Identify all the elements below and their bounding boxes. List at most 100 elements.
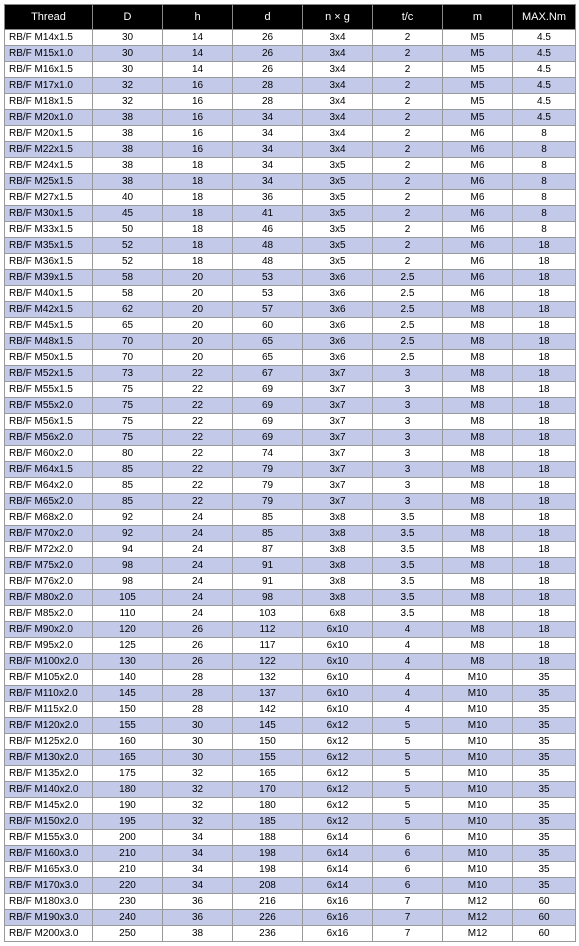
- cell-thread: RB/F M125x2.0: [5, 734, 93, 750]
- cell-value: 3x6: [303, 286, 373, 302]
- cell-value: 3x6: [303, 302, 373, 318]
- cell-value: 30: [163, 718, 233, 734]
- cell-value: 18: [513, 494, 576, 510]
- table-row: RB/F M18x1.53216283x42M54.5: [5, 94, 576, 110]
- cell-value: 3: [373, 398, 443, 414]
- cell-value: 5: [373, 782, 443, 798]
- cell-value: 3x5: [303, 174, 373, 190]
- cell-value: M10: [443, 878, 513, 894]
- cell-value: 38: [163, 926, 233, 942]
- cell-value: 216: [233, 894, 303, 910]
- cell-thread: RB/F M64x2.0: [5, 478, 93, 494]
- cell-thread: RB/F M95x2.0: [5, 638, 93, 654]
- cell-value: 18: [513, 302, 576, 318]
- cell-value: 165: [233, 766, 303, 782]
- cell-thread: RB/F M105x2.0: [5, 670, 93, 686]
- cell-value: 6x10: [303, 654, 373, 670]
- table-row: RB/F M40x1.55820533x62.5M618: [5, 286, 576, 302]
- cell-thread: RB/F M27x1.5: [5, 190, 93, 206]
- cell-value: 18: [513, 638, 576, 654]
- cell-value: 20: [163, 334, 233, 350]
- table-row: RB/F M150x2.0195321856x125M1035: [5, 814, 576, 830]
- cell-value: M6: [443, 254, 513, 270]
- cell-value: 6x10: [303, 702, 373, 718]
- cell-value: M8: [443, 430, 513, 446]
- cell-value: 2: [373, 62, 443, 78]
- cell-value: 3x7: [303, 398, 373, 414]
- cell-thread: RB/F M30x1.5: [5, 206, 93, 222]
- table-row: RB/F M72x2.09424873x83.5M818: [5, 542, 576, 558]
- cell-value: M6: [443, 158, 513, 174]
- cell-value: 2: [373, 254, 443, 270]
- cell-value: 69: [233, 382, 303, 398]
- cell-value: 67: [233, 366, 303, 382]
- cell-value: 3x7: [303, 366, 373, 382]
- cell-value: M8: [443, 446, 513, 462]
- cell-value: 3x4: [303, 94, 373, 110]
- cell-value: M6: [443, 238, 513, 254]
- cell-value: 24: [163, 574, 233, 590]
- cell-value: 2: [373, 30, 443, 46]
- cell-value: 35: [513, 798, 576, 814]
- cell-value: 35: [513, 670, 576, 686]
- cell-value: M6: [443, 286, 513, 302]
- table-row: RB/F M105x2.0140281326x104M1035: [5, 670, 576, 686]
- cell-value: 150: [233, 734, 303, 750]
- table-row: RB/F M45x1.56520603x62.5M818: [5, 318, 576, 334]
- cell-value: 60: [513, 894, 576, 910]
- cell-value: 6x16: [303, 894, 373, 910]
- cell-value: 32: [163, 766, 233, 782]
- table-row: RB/F M33x1.55018463x52M68: [5, 222, 576, 238]
- cell-value: 208: [233, 878, 303, 894]
- cell-value: 18: [513, 478, 576, 494]
- cell-value: 210: [93, 862, 163, 878]
- cell-value: 5: [373, 798, 443, 814]
- cell-value: 180: [93, 782, 163, 798]
- cell-value: M8: [443, 638, 513, 654]
- cell-value: 26: [233, 30, 303, 46]
- cell-value: 35: [513, 718, 576, 734]
- table-row: RB/F M135x2.0175321656x125M1035: [5, 766, 576, 782]
- cell-thread: RB/F M56x1.5: [5, 414, 93, 430]
- cell-value: 22: [163, 462, 233, 478]
- cell-value: 3x7: [303, 462, 373, 478]
- cell-value: 3x6: [303, 318, 373, 334]
- cell-value: 85: [93, 462, 163, 478]
- cell-value: 20: [163, 318, 233, 334]
- table-row: RB/F M76x2.09824913x83.5M818: [5, 574, 576, 590]
- cell-value: 14: [163, 62, 233, 78]
- cell-value: 6x10: [303, 686, 373, 702]
- cell-value: 6x10: [303, 638, 373, 654]
- cell-value: 6: [373, 862, 443, 878]
- cell-value: 105: [93, 590, 163, 606]
- cell-value: 2.5: [373, 350, 443, 366]
- cell-value: 5: [373, 750, 443, 766]
- cell-value: 22: [163, 398, 233, 414]
- cell-value: 3x4: [303, 30, 373, 46]
- cell-value: 18: [513, 334, 576, 350]
- cell-value: 4: [373, 638, 443, 654]
- cell-value: 14: [163, 46, 233, 62]
- cell-value: 18: [513, 254, 576, 270]
- cell-value: 188: [233, 830, 303, 846]
- cell-value: M8: [443, 494, 513, 510]
- cell-value: 18: [513, 590, 576, 606]
- cell-value: M5: [443, 46, 513, 62]
- cell-thread: RB/F M65x2.0: [5, 494, 93, 510]
- cell-value: 32: [93, 94, 163, 110]
- cell-thread: RB/F M110x2.0: [5, 686, 93, 702]
- cell-value: 4: [373, 702, 443, 718]
- cell-value: 18: [513, 366, 576, 382]
- cell-value: 3: [373, 494, 443, 510]
- cell-value: 26: [163, 654, 233, 670]
- cell-thread: RB/F M150x2.0: [5, 814, 93, 830]
- cell-value: 18: [513, 542, 576, 558]
- cell-value: 3: [373, 430, 443, 446]
- cell-value: 98: [233, 590, 303, 606]
- cell-value: 122: [233, 654, 303, 670]
- table-row: RB/F M42x1.56220573x62.5M818: [5, 302, 576, 318]
- table-row: RB/F M145x2.0190321806x125M1035: [5, 798, 576, 814]
- cell-thread: RB/F M52x1.5: [5, 366, 93, 382]
- cell-value: 26: [163, 638, 233, 654]
- cell-value: 3x7: [303, 494, 373, 510]
